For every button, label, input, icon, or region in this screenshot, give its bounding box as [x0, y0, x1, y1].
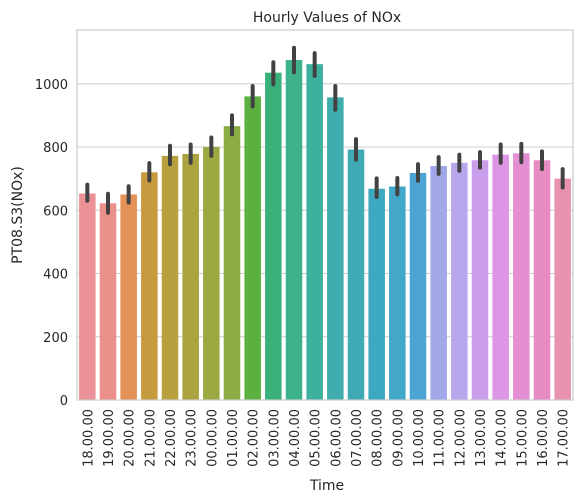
- x-tick-label: 06.00.00: [329, 409, 344, 467]
- x-tick-label: 19.00.00: [102, 409, 117, 467]
- bar: [161, 155, 179, 400]
- x-tick-label: 21.00.00: [143, 409, 158, 467]
- x-tick-label: 23.00.00: [185, 409, 200, 467]
- x-tick-label: 09.00.00: [391, 409, 406, 467]
- error-bars: [85, 45, 565, 215]
- x-tick-label: 00.00.00: [205, 409, 220, 467]
- x-tick-label: 07.00.00: [350, 409, 365, 467]
- bar: [409, 172, 427, 400]
- bar: [99, 203, 117, 400]
- bar: [492, 154, 509, 400]
- plot-frame: [76, 29, 574, 401]
- bar: [347, 149, 365, 400]
- bar: [244, 96, 261, 401]
- bar: [120, 194, 137, 400]
- y-tick-label: 600: [43, 204, 68, 219]
- x-tick-label: 03.00.00: [267, 409, 282, 467]
- bar: [471, 160, 489, 400]
- x-tick-label: 10.00.00: [412, 409, 427, 467]
- y-tick-label: 800: [43, 141, 68, 156]
- y-tick-label: 400: [43, 268, 68, 283]
- x-tick-label: 15.00.00: [515, 409, 530, 467]
- bar: [182, 153, 199, 400]
- x-tick-labels: 18.00.00 19.00.00 20.00.00 21.00.00 22.00.00…: [81, 409, 571, 467]
- bar: [389, 186, 406, 400]
- bar: [554, 178, 571, 400]
- bar: [306, 64, 323, 401]
- y-tick-labels: 0 200 400 600 800 1000: [35, 78, 68, 409]
- y-tick-label: 200: [43, 331, 68, 346]
- bar: [533, 160, 551, 400]
- bar: [327, 97, 344, 400]
- x-tick-label: 08.00.00: [371, 409, 386, 467]
- bars: [79, 60, 571, 401]
- bar: [141, 172, 158, 400]
- y-tick-label: 1000: [35, 78, 68, 93]
- x-tick-label: 18.00.00: [81, 409, 96, 467]
- bar: [513, 153, 530, 400]
- bar: [430, 165, 447, 400]
- x-axis-label: Time: [309, 478, 344, 494]
- x-tick-label: 12.00.00: [453, 409, 468, 467]
- y-axis-label: PT08.S3(NOx): [10, 166, 26, 264]
- bar: [223, 126, 241, 400]
- y-tick-label: 0: [60, 394, 68, 409]
- x-tick-label: 04.00.00: [288, 409, 303, 467]
- x-tick-label: 14.00.00: [495, 409, 510, 467]
- x-tick-label: 13.00.00: [474, 409, 489, 467]
- bar: [285, 60, 303, 401]
- x-tick-label: 05.00.00: [309, 409, 324, 467]
- bar: [368, 188, 385, 400]
- bar: [203, 147, 220, 400]
- x-tick-label: 11.00.00: [433, 409, 448, 467]
- bar: [451, 162, 468, 400]
- bar: [265, 72, 282, 400]
- x-tick-label: 22.00.00: [164, 409, 179, 467]
- x-tick-label: 17.00.00: [557, 409, 572, 467]
- x-tick-label: 01.00.00: [226, 409, 241, 467]
- x-tick-label: 02.00.00: [247, 409, 262, 467]
- x-tick-label: 16.00.00: [536, 409, 551, 467]
- bar: [79, 193, 96, 400]
- x-tick-label: 20.00.00: [123, 409, 138, 467]
- chart-title: Hourly Values of NOx: [253, 10, 401, 26]
